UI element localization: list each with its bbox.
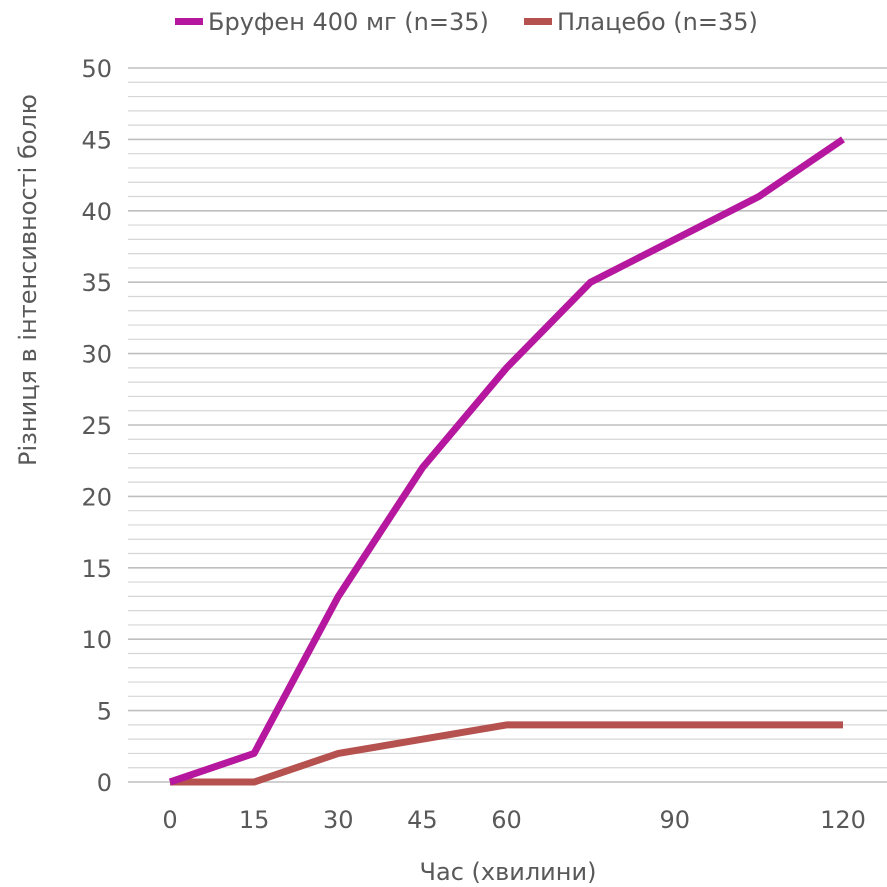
legend-label: Бруфен 400 мг (n=35) [208,8,489,36]
y-tick-label: 10 [81,626,112,654]
y-tick-label: 35 [81,269,112,297]
y-tick-label: 50 [81,55,112,83]
x-tick-label: 45 [407,806,438,834]
legend-swatch [524,18,552,25]
series-line-2 [170,721,843,786]
grid [128,67,887,783]
legend: Бруфен 400 мг (n=35) Плацебо (n=35) [175,8,758,36]
legend-item: Плацебо (n=35) [524,8,758,36]
x-tick-label: 90 [659,806,690,834]
y-tick-label: 25 [81,412,112,440]
y-axis-ticks: 0 5 10 15 20 25 30 35 40 45 50 [81,55,112,797]
x-tick-label: 15 [239,806,270,834]
y-tick-label: 45 [81,126,112,154]
y-axis-title: Різниця в інтенсивності болю [14,94,42,466]
y-tick-label: 20 [81,483,112,511]
legend-swatch [175,18,203,25]
x-tick-label: 60 [491,806,522,834]
x-axis-title: Час (хвилини) [420,858,597,886]
series-line-1 [168,136,845,786]
y-tick-label: 40 [81,198,112,226]
x-tick-label: 30 [323,806,354,834]
y-tick-label: 0 [97,769,112,797]
legend-label: Плацебо (n=35) [557,8,758,36]
y-tick-label: 30 [81,341,112,369]
x-axis-ticks: 0 15 30 45 60 90 120 [162,806,866,834]
y-tick-label: 15 [81,555,112,583]
x-tick-label: 120 [820,806,866,834]
legend-item: Бруфен 400 мг (n=35) [175,8,489,36]
y-tick-label: 5 [97,698,112,726]
series-lines [168,136,845,786]
x-tick-label: 0 [162,806,177,834]
